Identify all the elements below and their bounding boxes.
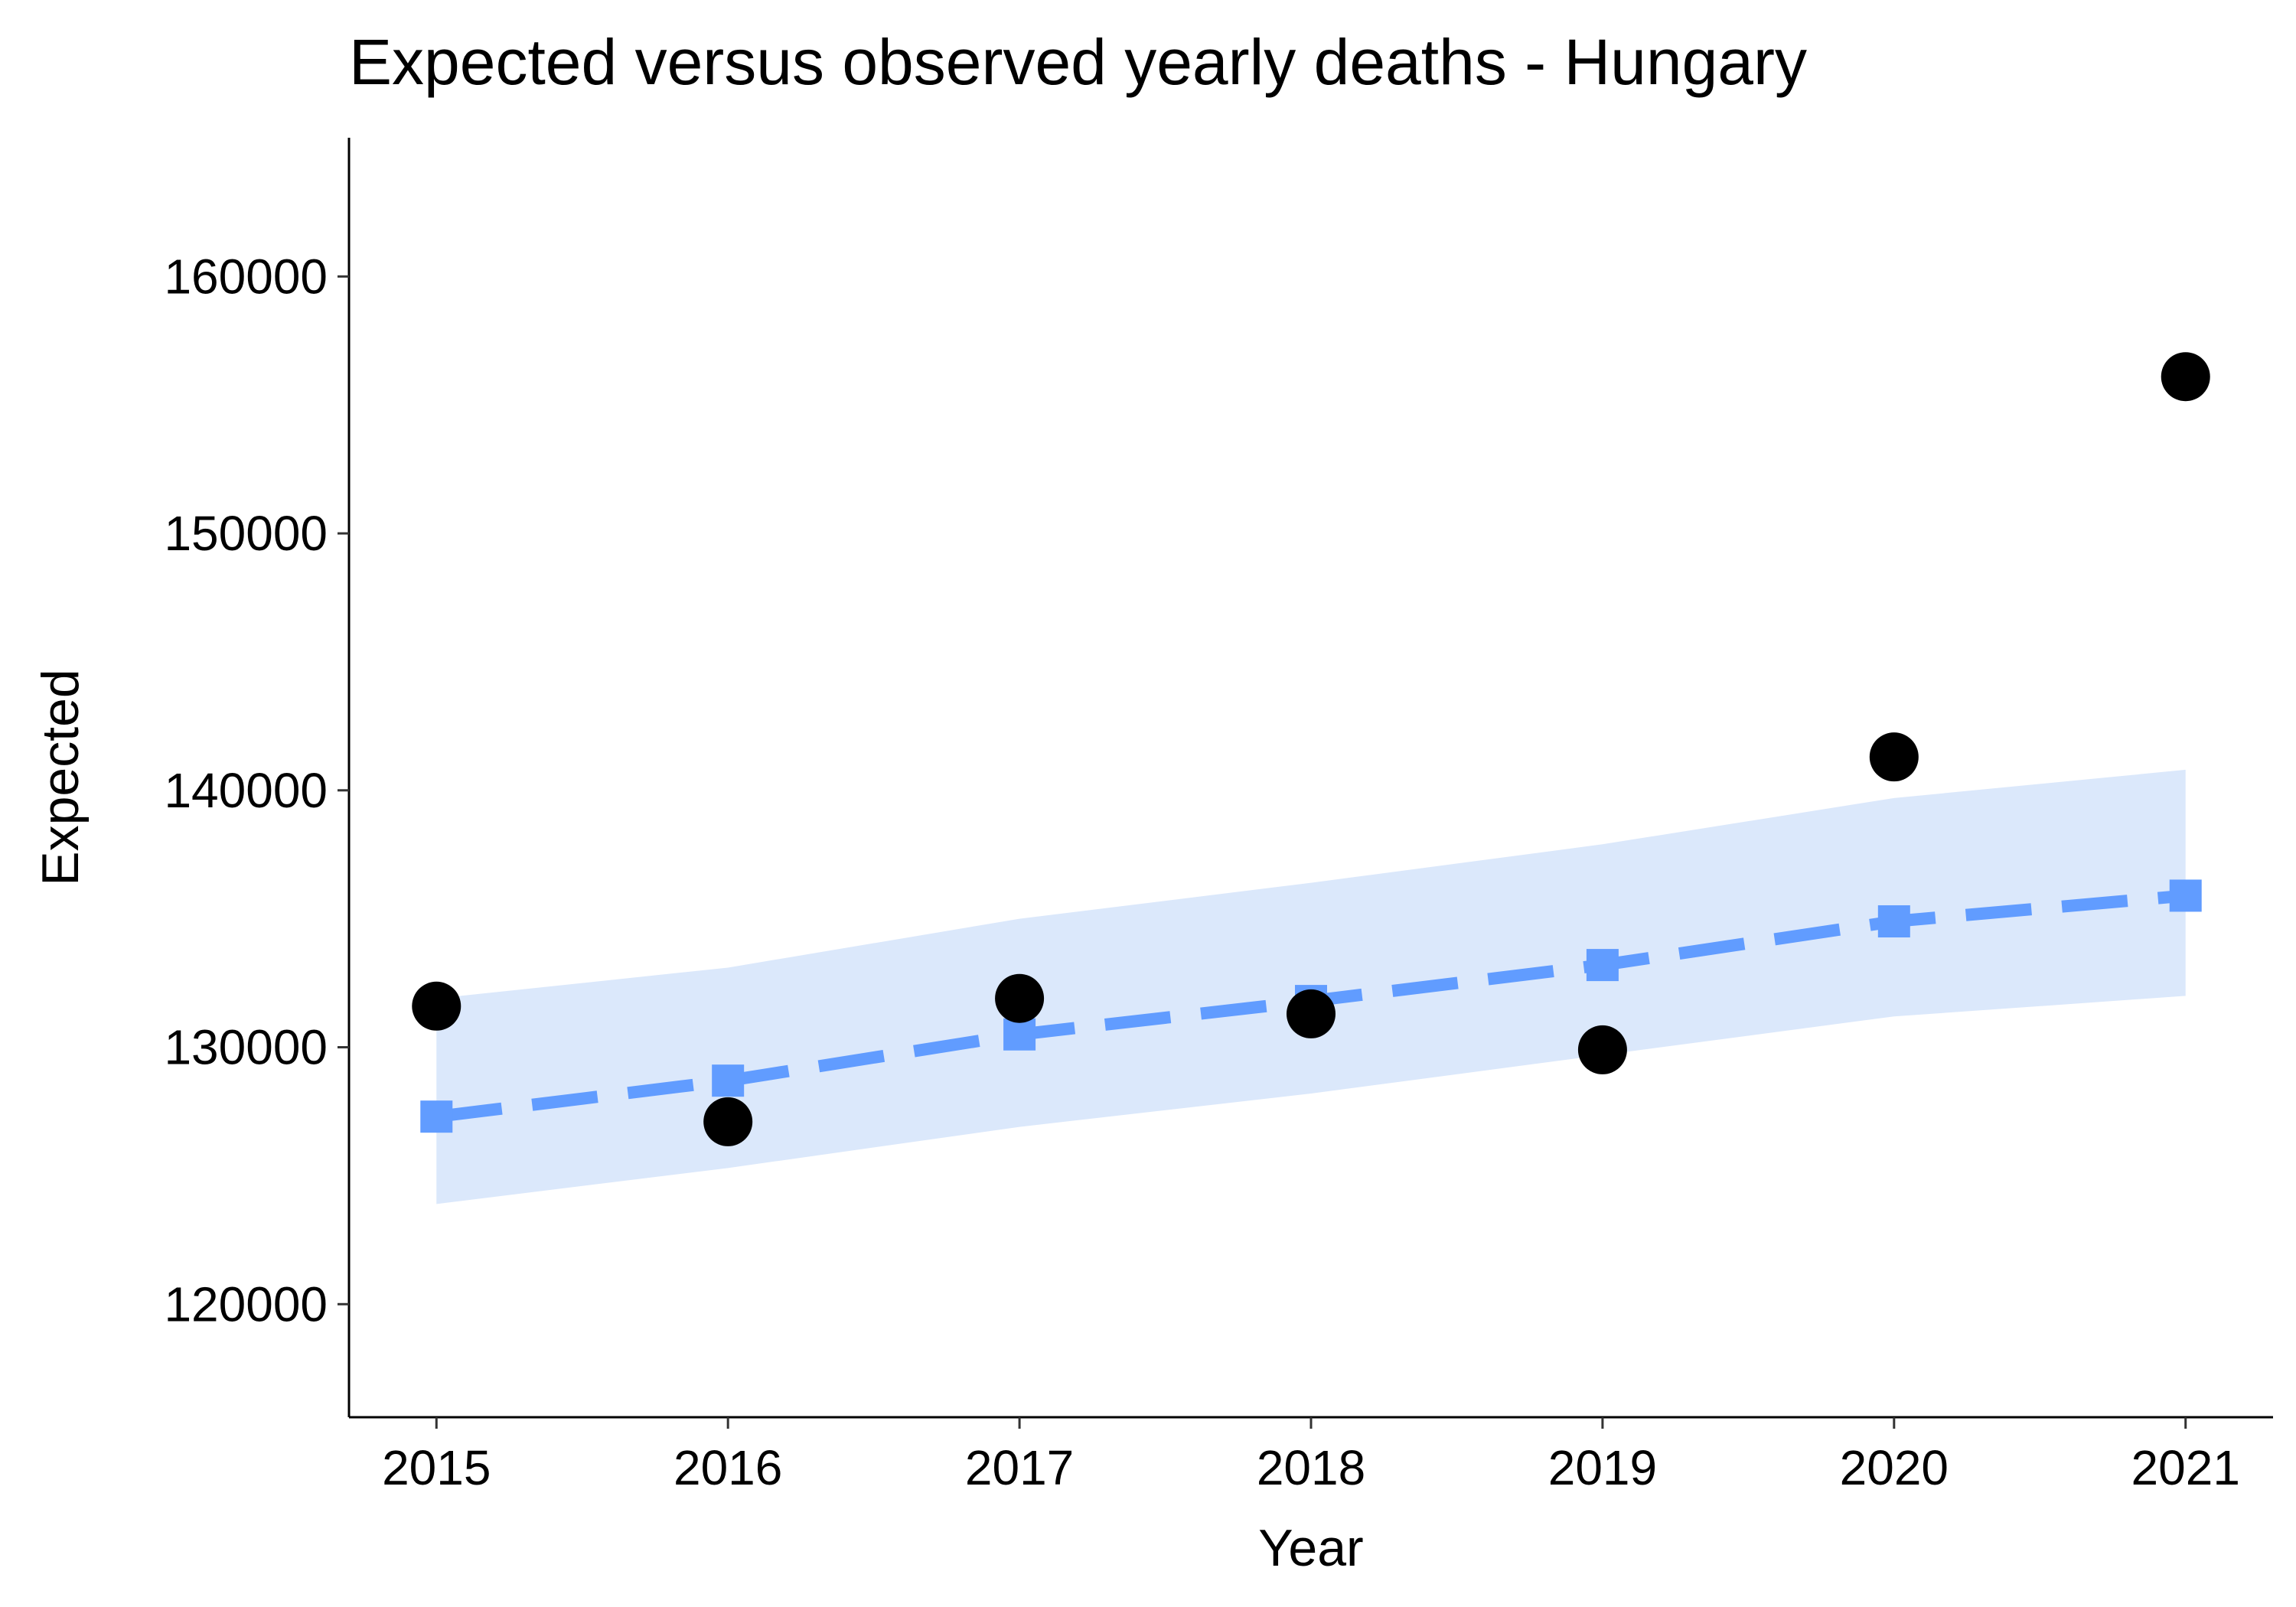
x-tick-label: 2019 <box>1548 1440 1657 1495</box>
x-tick-label: 2017 <box>965 1440 1074 1495</box>
observed-point <box>1577 1025 1627 1074</box>
y-axis-label: Expected <box>31 669 90 886</box>
expected-point <box>1586 949 1619 982</box>
observed-point <box>2161 352 2210 402</box>
y-axis: 120000 130000 140000 150000 160000 <box>164 249 349 1332</box>
observed-point <box>412 981 461 1031</box>
chart-title: Expected versus observed yearly deaths -… <box>349 26 1807 98</box>
observed-point <box>995 973 1045 1023</box>
expected-point <box>712 1064 745 1097</box>
expected-point <box>2169 879 2202 912</box>
expected-point <box>1003 1018 1036 1051</box>
expected-point <box>420 1100 453 1133</box>
observed-point <box>1869 732 1919 782</box>
x-tick-label: 2020 <box>1840 1440 1949 1495</box>
observed-point <box>1287 989 1336 1038</box>
x-axis: 2015 2016 2017 2018 2019 2020 2021 <box>382 1417 2240 1495</box>
x-tick-label: 2016 <box>673 1440 782 1495</box>
y-tick-label: 140000 <box>164 763 328 818</box>
y-tick-label: 160000 <box>164 249 328 304</box>
x-tick-label: 2021 <box>2131 1440 2240 1495</box>
observed-point <box>703 1097 753 1146</box>
y-tick-label: 130000 <box>164 1020 328 1075</box>
x-tick-label: 2015 <box>382 1440 491 1495</box>
y-tick-label: 120000 <box>164 1276 328 1332</box>
y-tick-label: 150000 <box>164 506 328 561</box>
x-axis-label: Year <box>1258 1519 1363 1577</box>
expected-point <box>1877 905 1910 938</box>
x-tick-label: 2018 <box>1257 1440 1365 1495</box>
plot-area <box>412 352 2210 1204</box>
